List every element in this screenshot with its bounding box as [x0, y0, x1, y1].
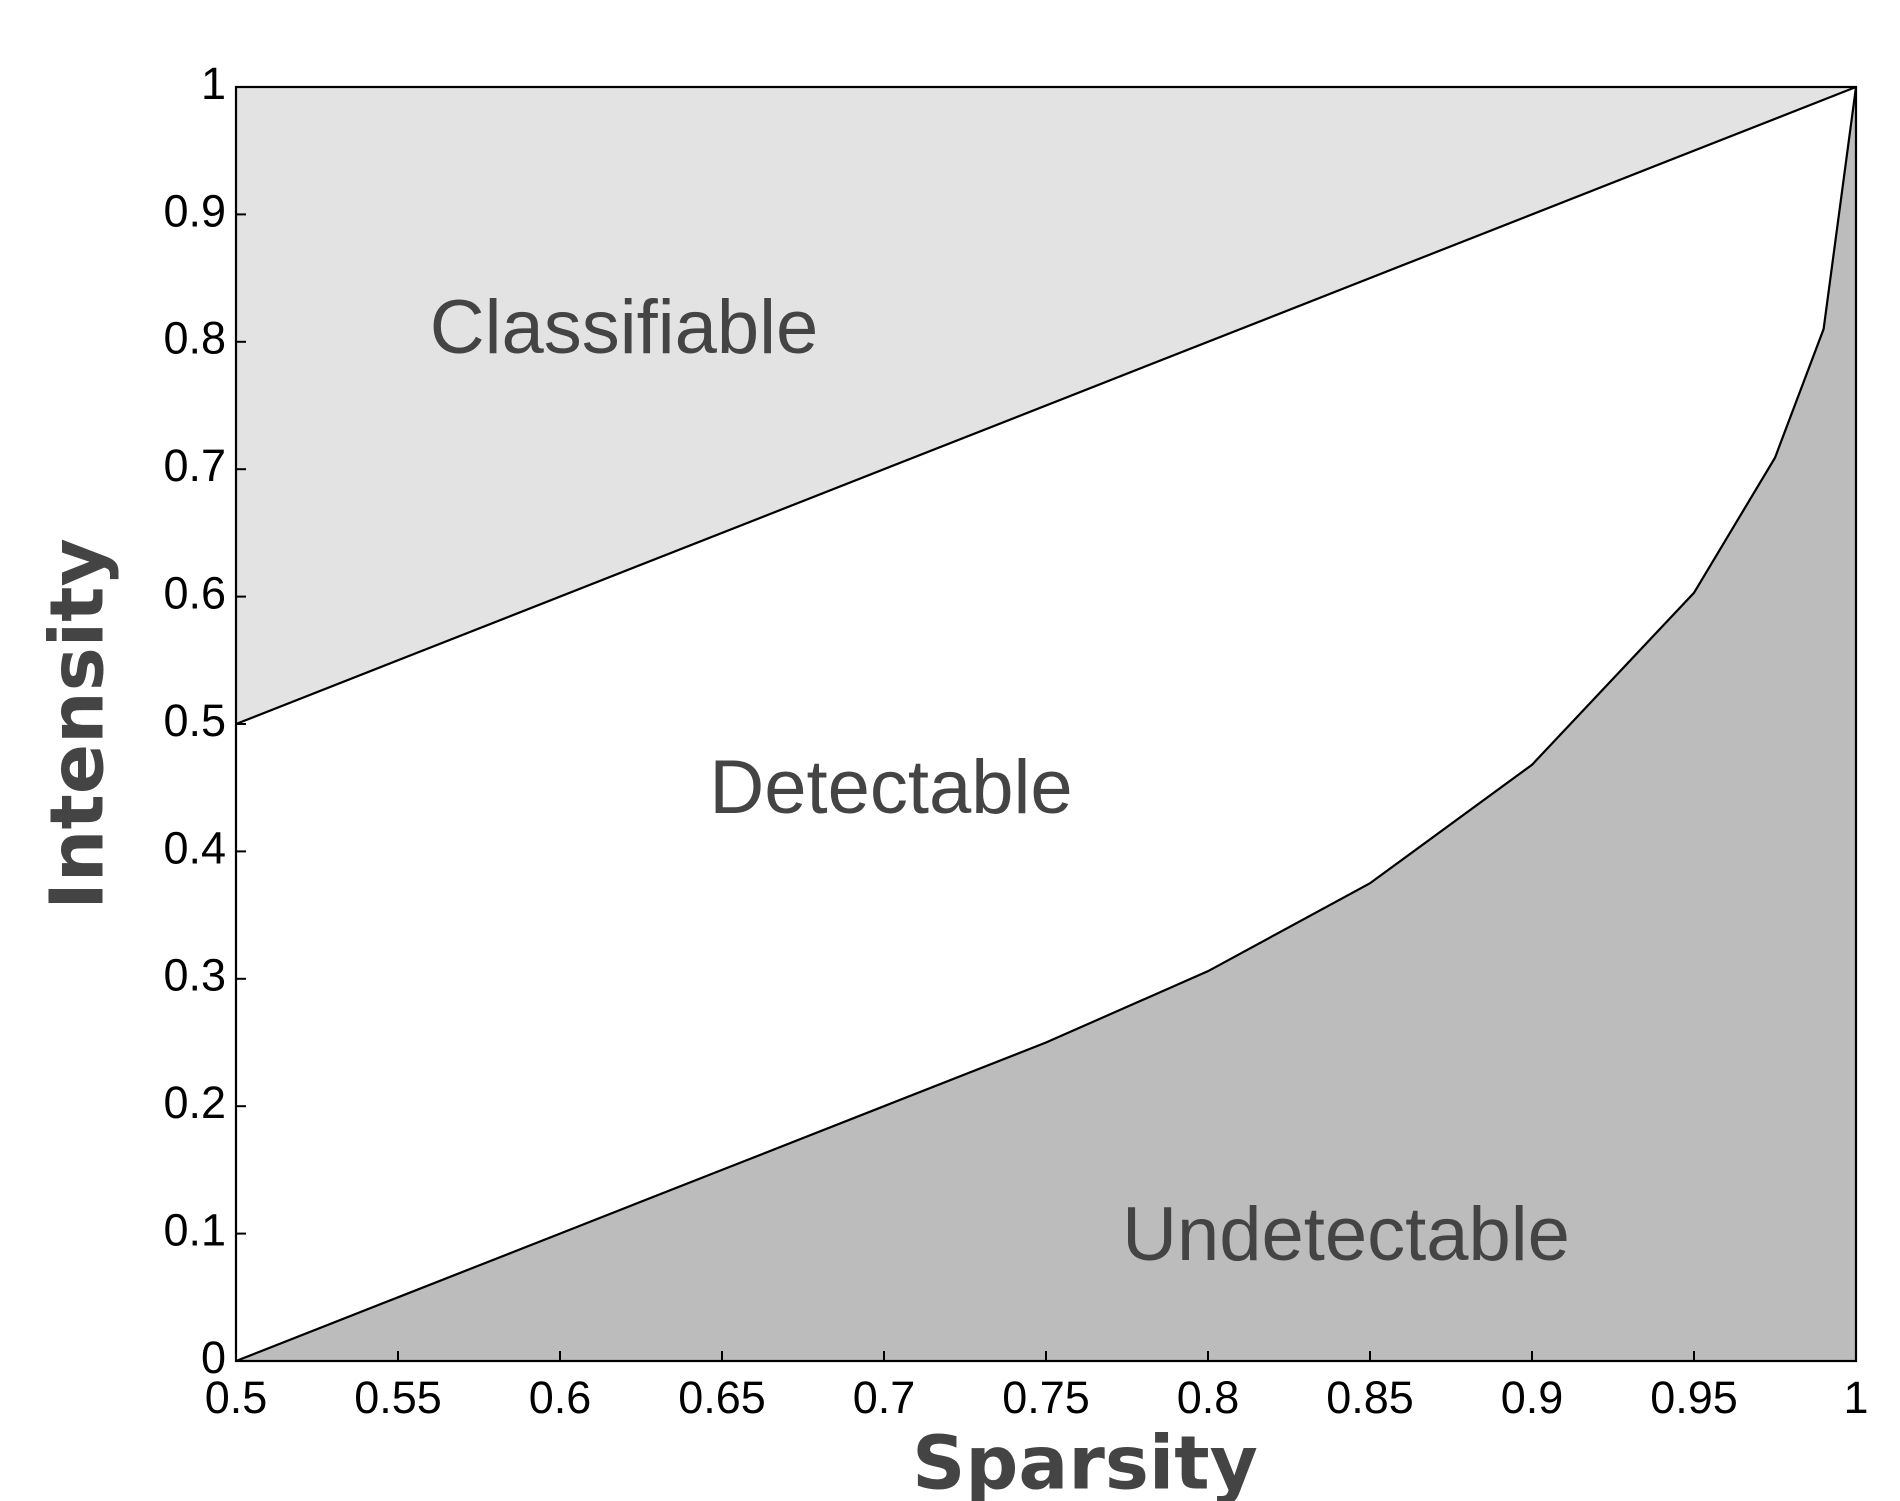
x-tick-label: 0.9 — [1501, 1372, 1564, 1423]
x-tick-label: 0.5 — [205, 1372, 268, 1423]
x-tick-label: 0.95 — [1650, 1372, 1738, 1423]
region-label: Classifiable — [430, 285, 819, 370]
x-tick-label: 1 — [1843, 1372, 1868, 1423]
boundary-line — [235, 85, 1857, 726]
y-tick-label: 1 — [201, 58, 226, 109]
y-axis-title: Intensity — [35, 538, 121, 909]
x-tick-label: 0.6 — [529, 1372, 592, 1423]
y-tick-label: 0.7 — [163, 440, 226, 491]
y-tick-label: 0.5 — [163, 695, 226, 746]
x-tick-label: 0.55 — [354, 1372, 442, 1423]
lines — [235, 85, 1858, 1363]
y-tick-label: 0.8 — [163, 313, 226, 364]
x-axis-title: Sparsity — [912, 1421, 1258, 1501]
y-tick-label: 0 — [201, 1332, 226, 1383]
region-label: Undetectable — [1122, 1192, 1570, 1277]
x-tick-label: 0.85 — [1326, 1372, 1414, 1423]
region-fill — [236, 87, 1856, 1361]
y-tick-label: 0.6 — [163, 567, 226, 618]
y-tick-label: 0.4 — [163, 822, 226, 873]
y-tick-label: 0.1 — [163, 1204, 226, 1255]
x-tick-label: 0.8 — [1177, 1372, 1240, 1423]
y-tick-label: 0.2 — [163, 1077, 226, 1128]
x-tick-label: 0.7 — [853, 1372, 916, 1423]
x-tick-label: 0.75 — [1002, 1372, 1090, 1423]
boundary-line — [235, 86, 1858, 1363]
x-tick-label: 0.65 — [678, 1372, 766, 1423]
y-tick-label: 0.3 — [163, 950, 226, 1001]
region-label: Detectable — [709, 745, 1072, 830]
y-tick-label: 0.9 — [163, 185, 226, 236]
